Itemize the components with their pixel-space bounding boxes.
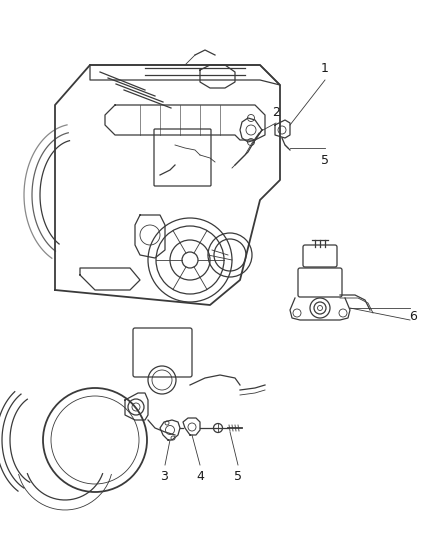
Text: 1: 1	[321, 61, 329, 75]
Text: 6: 6	[409, 310, 417, 322]
Text: 4: 4	[196, 470, 204, 482]
Text: 3: 3	[160, 470, 168, 482]
Text: 2: 2	[272, 107, 280, 119]
Text: 5: 5	[321, 154, 329, 166]
Text: 5: 5	[234, 470, 242, 482]
